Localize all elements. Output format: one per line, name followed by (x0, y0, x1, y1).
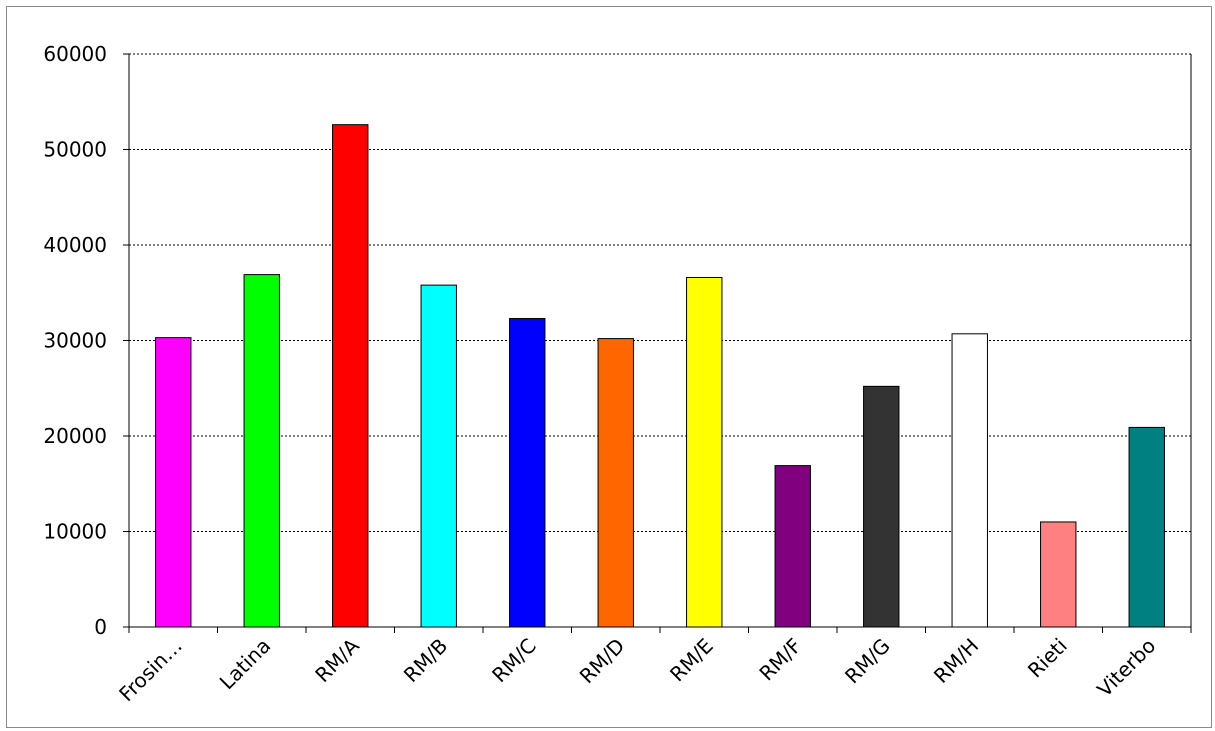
gridlines (129, 53, 1191, 532)
bar-rm-h (951, 333, 988, 628)
bar-rieti (1040, 521, 1077, 628)
bars (155, 124, 1165, 628)
bar-rm-a (332, 124, 369, 628)
x-tick-label: RM/H (929, 634, 983, 688)
bar-rm-c (509, 318, 546, 628)
bar-viterbo (1128, 426, 1165, 628)
bar-rm-d (597, 338, 634, 628)
bar-rm-f (774, 465, 811, 628)
x-axis-ticks: Frosin… Latina RM/A RM/B RM/C RM/D RM/E RM/F RM/… (114, 627, 1192, 707)
x-tick-label: RM/F (754, 634, 806, 686)
y-tick-label: 60000 (43, 42, 107, 66)
x-tick-label: RM/G (840, 634, 895, 689)
bar-rm-b (420, 284, 457, 628)
x-tick-label: Rieti (1023, 634, 1072, 683)
bar-frosin (155, 337, 192, 628)
x-tick-label: RM/D (575, 634, 630, 689)
x-tick-label: RM/C (487, 634, 541, 688)
y-tick-label: 0 (94, 615, 107, 639)
x-tick-label: Latina (215, 634, 276, 695)
y-tick-label: 10000 (43, 520, 107, 544)
bar-rm-e (686, 276, 723, 628)
x-tick-label: Viterbo (1092, 634, 1160, 702)
y-tick-label: 20000 (43, 424, 107, 448)
bar-rm-g (863, 385, 900, 628)
x-tick-label: RM/E (665, 634, 718, 687)
axes (128, 54, 1192, 628)
x-tick-label: Frosin… (114, 634, 187, 707)
y-axis-ticks: 0 10000 20000 30000 40000 50000 60000 (43, 42, 129, 639)
y-tick-label: 50000 (43, 138, 107, 162)
y-tick-label: 40000 (43, 233, 107, 257)
bar-latina (243, 274, 280, 628)
y-tick-label: 30000 (43, 329, 107, 353)
x-tick-label: RM/B (399, 634, 452, 687)
x-tick-label: RM/A (310, 633, 364, 687)
